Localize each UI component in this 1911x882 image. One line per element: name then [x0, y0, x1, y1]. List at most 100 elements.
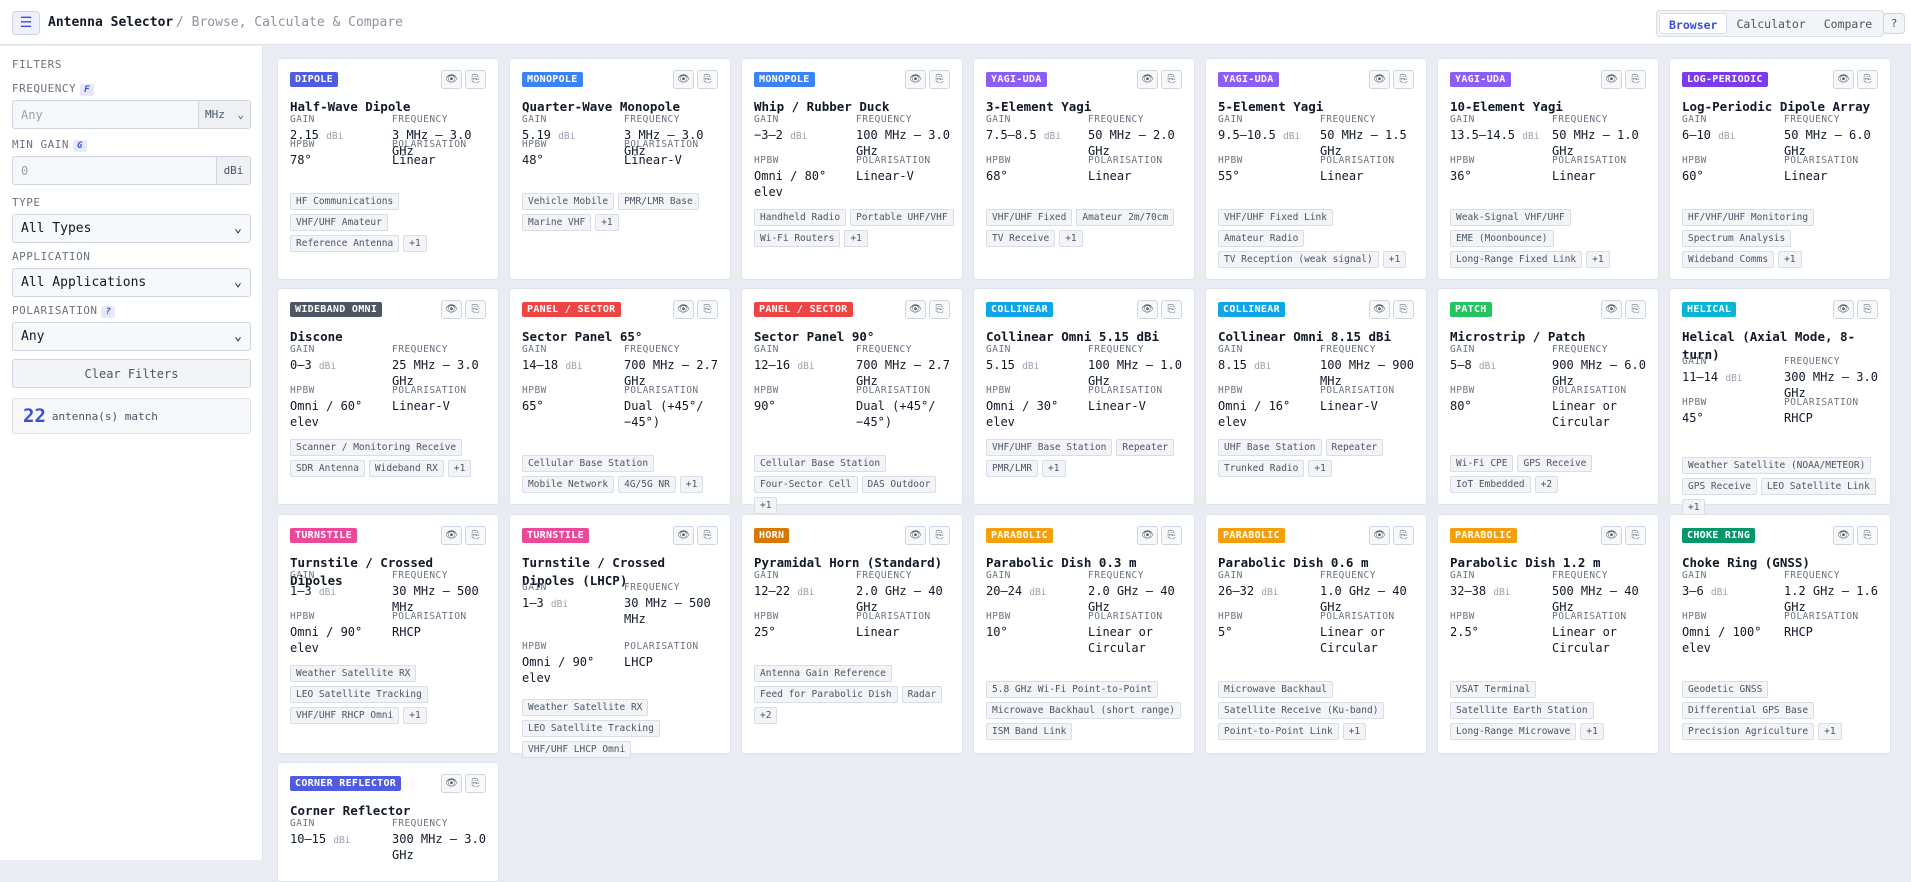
antenna-card[interactable]: MONOPOLE 👁 ⎘ Whip / Rubber Duck GAIN −3–…: [741, 58, 963, 280]
more-applications-chip[interactable]: +1: [403, 235, 427, 252]
polarisation-select[interactable]: Any ⌄: [12, 322, 251, 351]
add-to-compare-button[interactable]: ⎘: [465, 300, 486, 319]
add-to-compare-button[interactable]: ⎘: [929, 300, 950, 319]
more-applications-chip[interactable]: +1: [1059, 230, 1083, 247]
view-details-button[interactable]: 👁: [441, 70, 462, 89]
add-to-compare-button[interactable]: ⎘: [1393, 526, 1414, 545]
antenna-card[interactable]: HORN 👁 ⎘ Pyramidal Horn (Standard) GAIN …: [741, 514, 963, 754]
menu-button[interactable]: ☰: [12, 11, 40, 35]
antenna-card[interactable]: TURNSTILE 👁 ⎘ Turnstile / Crossed Dipole…: [277, 514, 499, 754]
add-to-compare-button[interactable]: ⎘: [1625, 300, 1646, 319]
view-details-button[interactable]: 👁: [673, 300, 694, 319]
add-to-compare-button[interactable]: ⎘: [1857, 300, 1878, 319]
antenna-card[interactable]: YAGI-UDA 👁 ⎘ 10-Element Yagi GAIN 13.5–1…: [1437, 58, 1659, 280]
view-details-button[interactable]: 👁: [1833, 526, 1854, 545]
antenna-card[interactable]: PARABOLIC 👁 ⎘ Parabolic Dish 0.6 m GAIN …: [1205, 514, 1427, 754]
more-applications-chip[interactable]: +1: [1778, 251, 1802, 268]
more-applications-chip[interactable]: +1: [447, 460, 472, 477]
more-applications-chip[interactable]: +1: [1342, 723, 1367, 740]
antenna-card[interactable]: YAGI-UDA 👁 ⎘ 5-Element Yagi GAIN 9.5–10.…: [1205, 58, 1427, 280]
polarisation-help-badge[interactable]: ?: [101, 306, 116, 318]
tab-calculator[interactable]: Calculator: [1736, 17, 1806, 31]
tab-browser[interactable]: Browser: [1659, 13, 1728, 34]
antenna-card[interactable]: TURNSTILE 👁 ⎘ Turnstile / Crossed Dipole…: [509, 514, 731, 758]
add-to-compare-button[interactable]: ⎘: [1625, 70, 1646, 89]
add-to-compare-button[interactable]: ⎘: [1857, 526, 1878, 545]
view-details-button[interactable]: 👁: [673, 70, 694, 89]
add-to-compare-button[interactable]: ⎘: [1625, 526, 1646, 545]
antenna-card[interactable]: CORNER REFLECTOR 👁 ⎘ Corner Reflector GA…: [277, 762, 499, 882]
view-details-button[interactable]: 👁: [1601, 526, 1622, 545]
view-details-button[interactable]: 👁: [1601, 300, 1622, 319]
help-button[interactable]: ?: [1883, 13, 1905, 34]
antenna-card[interactable]: PARABOLIC 👁 ⎘ Parabolic Dish 0.3 m GAIN …: [973, 514, 1195, 754]
view-details-button[interactable]: 👁: [905, 300, 926, 319]
antenna-card[interactable]: MONOPOLE 👁 ⎘ Quarter-Wave Monopole GAIN …: [509, 58, 731, 280]
type-select[interactable]: All Types ⌄: [12, 214, 251, 243]
view-details-button[interactable]: 👁: [1369, 70, 1390, 89]
view-details-button[interactable]: 👁: [1137, 526, 1158, 545]
add-to-compare-button[interactable]: ⎘: [697, 70, 718, 89]
add-to-compare-button[interactable]: ⎘: [1857, 70, 1878, 89]
frequency-spec: FREQUENCY 900 MHz – 6.0 GHz: [1552, 344, 1652, 389]
view-details-button[interactable]: 👁: [441, 526, 462, 545]
antenna-card[interactable]: PANEL / SECTOR 👁 ⎘ Sector Panel 65° GAIN…: [509, 288, 731, 505]
add-to-compare-button[interactable]: ⎘: [697, 300, 718, 319]
view-details-button[interactable]: 👁: [1137, 300, 1158, 319]
frequency-unit-select[interactable]: MHz ⌄: [198, 101, 250, 128]
hpbw-spec: HPBW 5°: [1218, 611, 1318, 640]
antenna-card[interactable]: DIPOLE 👁 ⎘ Half-Wave Dipole GAIN 2.15 dB…: [277, 58, 499, 280]
more-applications-chip[interactable]: +1: [754, 497, 778, 514]
view-details-button[interactable]: 👁: [1833, 300, 1854, 319]
add-to-compare-button[interactable]: ⎘: [465, 526, 486, 545]
add-to-compare-button[interactable]: ⎘: [465, 774, 486, 793]
add-to-compare-button[interactable]: ⎘: [697, 526, 718, 545]
more-applications-chip[interactable]: +1: [1580, 723, 1604, 740]
antenna-card[interactable]: CHOKE RING 👁 ⎘ Choke Ring (GNSS) GAIN 3–…: [1669, 514, 1891, 754]
more-applications-chip[interactable]: +2: [1534, 476, 1559, 493]
antenna-card[interactable]: COLLINEAR 👁 ⎘ Collinear Omni 5.15 dBi GA…: [973, 288, 1195, 505]
view-details-button[interactable]: 👁: [905, 526, 926, 545]
more-applications-chip[interactable]: +1: [1818, 723, 1842, 740]
add-to-compare-button[interactable]: ⎘: [1161, 526, 1182, 545]
add-to-compare-button[interactable]: ⎘: [465, 70, 486, 89]
more-applications-chip[interactable]: +1: [679, 476, 704, 493]
antenna-card[interactable]: PATCH 👁 ⎘ Microstrip / Patch GAIN 5–8 dB…: [1437, 288, 1659, 505]
add-to-compare-button[interactable]: ⎘: [1161, 300, 1182, 319]
antenna-card[interactable]: YAGI-UDA 👁 ⎘ 3-Element Yagi GAIN 7.5–8.5…: [973, 58, 1195, 280]
view-details-button[interactable]: 👁: [1369, 526, 1390, 545]
more-applications-chip[interactable]: +1: [1586, 251, 1610, 268]
view-details-button[interactable]: 👁: [673, 526, 694, 545]
more-applications-chip[interactable]: +1: [1308, 460, 1332, 477]
antenna-card[interactable]: WIDEBAND OMNI 👁 ⎘ Discone GAIN 0–3 dBi F…: [277, 288, 499, 505]
more-applications-chip[interactable]: +1: [595, 214, 619, 231]
more-applications-chip[interactable]: +2: [754, 707, 778, 724]
view-details-button[interactable]: 👁: [441, 774, 462, 793]
clear-filters-button[interactable]: Clear Filters: [12, 359, 251, 388]
tab-compare[interactable]: Compare: [1823, 17, 1873, 31]
antenna-card[interactable]: PARABOLIC 👁 ⎘ Parabolic Dish 1.2 m GAIN …: [1437, 514, 1659, 754]
frequency-value: 25 MHz – 3.0 GHz: [392, 358, 479, 388]
add-to-compare-button[interactable]: ⎘: [929, 70, 950, 89]
more-applications-chip[interactable]: +1: [1042, 460, 1066, 477]
view-details-button[interactable]: 👁: [441, 300, 462, 319]
add-to-compare-button[interactable]: ⎘: [1393, 300, 1414, 319]
antenna-card[interactable]: LOG-PERIODIC 👁 ⎘ Log-Periodic Dipole Arr…: [1669, 58, 1891, 280]
antenna-card[interactable]: HELICAL 👁 ⎘ Helical (Axial Mode, 8-turn)…: [1669, 288, 1891, 516]
view-details-button[interactable]: 👁: [1601, 70, 1622, 89]
more-applications-chip[interactable]: +1: [1382, 251, 1407, 268]
view-details-button[interactable]: 👁: [1369, 300, 1390, 319]
antenna-card[interactable]: PANEL / SECTOR 👁 ⎘ Sector Panel 90° GAIN…: [741, 288, 963, 514]
view-details-button[interactable]: 👁: [1833, 70, 1854, 89]
more-applications-chip[interactable]: +1: [844, 230, 868, 247]
view-details-button[interactable]: 👁: [905, 70, 926, 89]
add-to-compare-button[interactable]: ⎘: [929, 526, 950, 545]
view-details-button[interactable]: 👁: [1137, 70, 1158, 89]
min-gain-input[interactable]: 0: [21, 163, 29, 178]
antenna-card[interactable]: COLLINEAR 👁 ⎘ Collinear Omni 8.15 dBi GA…: [1205, 288, 1427, 505]
application-select[interactable]: All Applications ⌄: [12, 268, 251, 297]
add-to-compare-button[interactable]: ⎘: [1161, 70, 1182, 89]
frequency-input[interactable]: Any: [21, 107, 43, 122]
more-applications-chip[interactable]: +1: [403, 707, 427, 724]
add-to-compare-button[interactable]: ⎘: [1393, 70, 1414, 89]
